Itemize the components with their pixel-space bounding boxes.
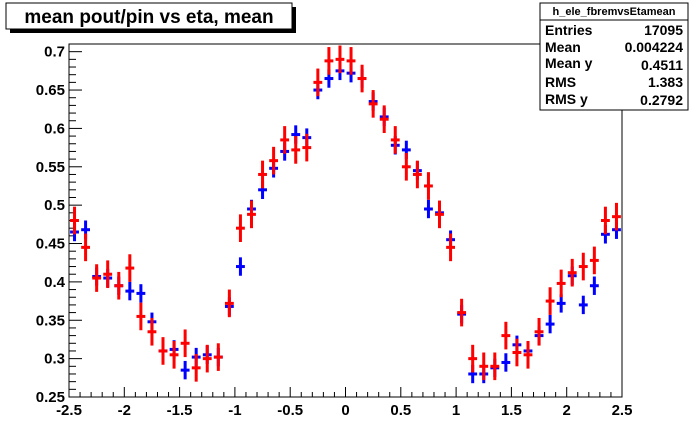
data-point-series-2: [180, 329, 190, 358]
data-point-series-2: [70, 206, 79, 235]
data-point-series-2: [545, 287, 555, 315]
stats-value-entries: 17095: [644, 22, 683, 38]
x-tick-label: -1.5: [167, 402, 193, 419]
data-point-series-1: [501, 353, 511, 372]
data-point-series-1: [578, 295, 588, 315]
data-point-series-2: [302, 133, 312, 162]
data-point-series-1: [180, 360, 190, 380]
axes: -2.5 -2 -1.5 -1 -0.5 0 0.5 1 1.5 2 2.5 0.25 0.3 0.35 0…: [36, 43, 633, 419]
data-point-series-2: [600, 206, 610, 235]
data-point-series-2: [92, 264, 102, 292]
data-point-series-2: [103, 260, 113, 289]
x-tick-label: 0: [341, 402, 349, 419]
data-point-series-2: [379, 105, 389, 134]
data-point-series-2: [147, 317, 157, 346]
data-point-series-2: [269, 146, 279, 175]
stats-value-rms-y: 0.2792: [640, 92, 683, 108]
data-point-series-1: [545, 314, 555, 334]
data-point-series-2: [280, 126, 290, 154]
y-tick-label: 0.4: [44, 274, 66, 291]
x-tick-label: -0.5: [277, 402, 303, 419]
y-tick-label: 0.5: [44, 197, 65, 214]
data-point-series-2: [457, 298, 467, 327]
stats-value-rms: 1.383: [648, 74, 683, 90]
data-point-series-2: [357, 64, 367, 93]
stats-label-mean: Mean: [545, 39, 581, 55]
x-tick-label: 2: [563, 402, 571, 419]
x-tick-label: 1: [452, 402, 460, 419]
y-tick-label: 0.35: [36, 312, 65, 329]
data-point-series-2: [501, 321, 511, 350]
data-point-series-2: [490, 352, 500, 381]
y-tick-label: 0.45: [36, 236, 65, 253]
data-point-series-2: [202, 344, 212, 373]
data-point-series-2: [612, 202, 621, 231]
data-point-series-2: [236, 214, 245, 242]
data-point-series-2: [578, 252, 588, 281]
data-point-series-2: [158, 337, 168, 365]
data-point-series-2: [291, 136, 301, 164]
data-point-series-2: [368, 90, 378, 118]
x-tick-label: 2.5: [612, 402, 633, 419]
stats-label-rms: RMS: [545, 74, 576, 90]
data-point-series-2: [390, 126, 400, 154]
stats-value-mean-y: 0.4511: [641, 57, 683, 73]
data-point-series-2: [346, 47, 356, 75]
stats-label-entries: Entries: [545, 22, 593, 38]
x-tick-label: -1: [228, 402, 241, 419]
chart-title: mean pout/pin vs eta, mean: [24, 7, 273, 28]
data-point-series-2: [125, 254, 135, 282]
data-point-series-1: [236, 257, 245, 276]
chart-title-box: mean pout/pin vs eta, mean: [5, 2, 296, 33]
data-point-series-2: [258, 160, 267, 189]
y-tick-label: 0.7: [44, 44, 65, 61]
data-point-series-2: [479, 352, 489, 381]
data-markers: [70, 45, 621, 384]
x-tick-label: 0.5: [390, 402, 411, 419]
data-point-series-2: [446, 233, 455, 262]
stats-title: h_ele_fbremvsEtamean: [553, 6, 676, 18]
data-point-series-2: [136, 302, 146, 331]
data-point-series-2: [313, 68, 323, 97]
data-point-series-2: [224, 289, 234, 318]
data-point-series-2: [247, 200, 256, 229]
data-point-series-2: [114, 271, 124, 300]
data-point-series-2: [213, 343, 223, 371]
stats-label-mean-y: Mean y: [545, 55, 593, 71]
data-point-series-2: [401, 152, 411, 181]
data-point-series-2: [567, 258, 577, 287]
x-tick-label: 1.5: [501, 402, 522, 419]
data-point-series-1: [589, 276, 599, 295]
data-point-series-2: [335, 45, 345, 74]
data-point-series-2: [435, 200, 444, 229]
data-point-series-2: [424, 172, 433, 200]
data-point-series-1: [125, 281, 135, 301]
x-tick-label: -2.5: [56, 402, 82, 419]
data-point-series-2: [589, 246, 599, 275]
data-point-series-1: [424, 199, 433, 219]
data-point-series-2: [534, 317, 544, 346]
y-tick-label: 0.6: [44, 120, 65, 137]
data-point-series-2: [468, 344, 478, 373]
data-point-series-2: [556, 269, 566, 298]
data-point-series-2: [412, 160, 422, 189]
data-point-series-2: [512, 338, 522, 367]
data-point-series-2: [191, 354, 201, 382]
data-point-series-2: [523, 340, 533, 369]
stats-value-mean: 0.004224: [625, 39, 684, 55]
y-tick-label: 0.65: [36, 82, 65, 99]
stats-label-rms-y: RMS y: [545, 91, 588, 107]
x-tick-label: -2: [118, 402, 131, 419]
data-point-series-1: [136, 284, 146, 303]
y-tick-label: 0.25: [36, 389, 65, 406]
data-point-series-2: [324, 47, 334, 75]
data-point-series-2: [169, 340, 179, 369]
stats-box: h_ele_fbremvsEtamean Entries 17095 Mean …: [539, 2, 689, 111]
y-tick-label: 0.55: [36, 159, 65, 176]
y-tick-label: 0.3: [44, 351, 65, 368]
data-point-series-2: [81, 233, 91, 262]
